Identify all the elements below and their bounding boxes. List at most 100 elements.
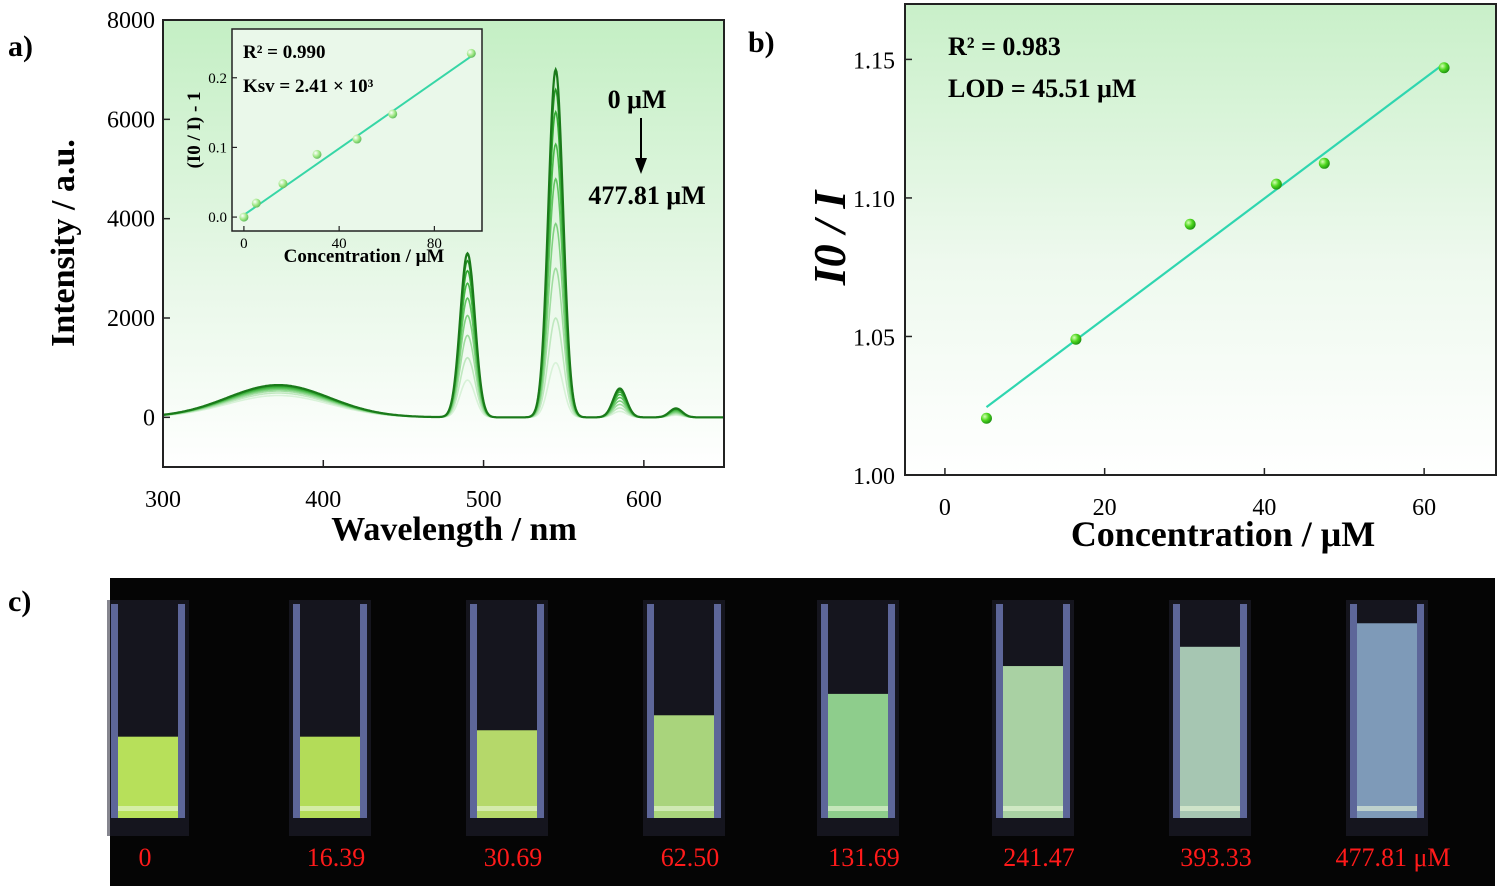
cuvette-solution — [477, 730, 537, 818]
annotation-arrow-head — [635, 158, 647, 174]
x-tick-label: 600 — [626, 487, 662, 513]
inset-x-ticks: 0 40 80 — [240, 226, 442, 252]
inset-marks — [239, 48, 476, 222]
y-tick-label: 0 — [143, 405, 155, 431]
panel-b: b) 0 20 40 60 1.00 1.05 1.10 1.15 Concentratio… — [748, 3, 1497, 554]
inset-r2-text: R² = 0.990 — [243, 42, 326, 63]
cuvette-bottom-highlight — [300, 806, 360, 811]
cuvette-solution — [828, 693, 888, 818]
panel-c-label: c) — [8, 585, 31, 618]
cuvette-wall-right — [888, 604, 895, 818]
cuvette-wall-right — [1063, 604, 1070, 818]
concentration-label: 0 — [139, 843, 152, 872]
data-point — [1318, 157, 1330, 169]
x-tick-label: 0 — [939, 495, 951, 521]
data-point — [1070, 333, 1082, 345]
concentration-label: 477.81 μM — [1335, 843, 1450, 872]
fit-line — [985, 62, 1445, 409]
y-tick-label: 1.05 — [853, 325, 895, 351]
cuvette-bottom-highlight — [654, 806, 714, 811]
cuvette-wall-left — [647, 604, 654, 818]
cuvette-solution — [1180, 646, 1240, 818]
concentration-label: 393.33 — [1180, 843, 1252, 872]
panel-c: c) 0 16.39 30.69 62.50 131.69 241.47 393.33 477… — [8, 578, 1495, 886]
cuvette-solution — [654, 715, 714, 818]
x-tick-label: 40 — [1252, 495, 1276, 521]
x-tick-label: 20 — [1093, 495, 1117, 521]
panel-b-y-ticks: 1.00 1.05 1.10 1.15 — [853, 48, 912, 490]
inset-y-tick-label: 0.2 — [208, 71, 227, 87]
cuvette-bottom-highlight — [118, 806, 178, 811]
inset-x-tick-label: 80 — [427, 236, 442, 252]
panel-a-x-ticks: 300 400 500 600 — [145, 460, 662, 513]
x-tick-label: 500 — [466, 487, 502, 513]
cuvette — [107, 600, 189, 836]
cuvette-wall-right — [178, 604, 185, 818]
cuvette-wall-right — [714, 604, 721, 818]
x-tick-label: 300 — [145, 487, 181, 513]
annotation-bottom: 477.81 μM — [588, 181, 705, 210]
panel-a-x-axis-title: Wavelength / nm — [331, 511, 577, 548]
y-tick-label: 2000 — [107, 306, 155, 332]
y-tick-label: 4000 — [107, 207, 155, 233]
inset-y-tick-label: 0.1 — [208, 140, 227, 156]
inset-chart: 0 40 80 0.0 0.1 0.2 Concentration / μM (I0 /… — [184, 28, 483, 267]
x-tick-label: 60 — [1412, 495, 1436, 521]
cuvette-wall-right — [537, 604, 544, 818]
inset-y-tick-label: 0.0 — [208, 210, 227, 226]
panel-b-plot-area — [905, 4, 1496, 475]
inset-y-axis-title: (I0 / I) - 1 — [184, 91, 205, 168]
panel-b-r2-text: R² = 0.983 — [948, 32, 1061, 61]
cuvette-wall-right — [360, 604, 367, 818]
inset-ksv-text: Ksv = 2.41 × 10³ — [243, 76, 374, 97]
cuvette — [289, 600, 371, 836]
panel-a-frame — [162, 19, 725, 468]
cuvette — [992, 600, 1074, 836]
inset-data-point — [388, 109, 398, 119]
cuvette-bottom-highlight — [477, 806, 537, 811]
panel-a-y-axis-title: Intensity / a.u. — [45, 139, 82, 347]
concentration-label: 62.50 — [661, 843, 720, 872]
concentration-label: 16.39 — [307, 843, 366, 872]
panel-b-lod-text: LOD = 45.51 μM — [948, 74, 1136, 103]
panel-b-x-ticks: 0 20 40 60 — [939, 468, 1436, 521]
data-point — [980, 412, 992, 424]
inset-data-point — [239, 212, 249, 222]
inset-x-tick-label: 40 — [332, 236, 347, 252]
cuvette-solution — [300, 736, 360, 818]
y-tick-label: 1.15 — [853, 48, 895, 74]
y-tick-label: 1.00 — [853, 464, 895, 490]
cuvette-bottom-highlight — [1357, 806, 1417, 811]
inset-frame — [231, 28, 483, 232]
panel-b-x-axis-title: Concentration / μM — [1071, 514, 1375, 554]
cuvette-solution — [1003, 666, 1063, 818]
data-point — [1184, 218, 1196, 230]
cuvette-wall-left — [470, 604, 477, 818]
x-tick-label: 400 — [305, 487, 341, 513]
panel-b-marks — [980, 62, 1450, 424]
cuvette — [643, 600, 725, 836]
concentration-label: 241.47 — [1003, 843, 1075, 872]
cuvette-wall-left — [111, 604, 118, 818]
annotation-top: 0 μM — [608, 85, 667, 114]
data-point — [1270, 178, 1282, 190]
cuvette-wall-right — [1240, 604, 1247, 818]
concentration-label: 131.69 — [828, 843, 900, 872]
cuvette-solution — [1357, 623, 1417, 818]
inset-x-axis-title: Concentration / μM — [284, 246, 445, 267]
inset-data-point — [278, 179, 288, 189]
inset-data-point — [466, 48, 476, 58]
cuvette-bottom-highlight — [1003, 806, 1063, 811]
panel-a-y-ticks: 0 2000 4000 6000 8000 — [107, 8, 170, 431]
cuvette — [817, 600, 899, 836]
inset-data-point — [312, 149, 322, 159]
cuvette-wall-left — [1350, 604, 1357, 818]
cuvette-bottom-highlight — [1180, 806, 1240, 811]
spectrum-line-0 — [162, 66, 724, 419]
data-point — [1438, 62, 1450, 74]
cuvette-solution — [118, 736, 178, 818]
cuvette — [466, 600, 548, 836]
inset-data-point — [352, 134, 362, 144]
